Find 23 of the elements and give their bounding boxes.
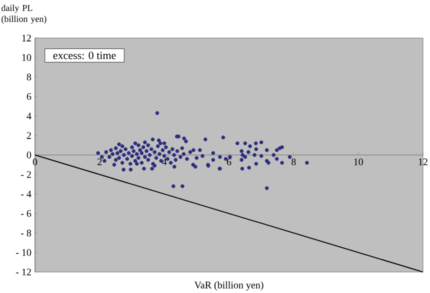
y-tick-label: 0 bbox=[26, 152, 32, 158]
y-tick-label: 4 bbox=[26, 112, 32, 120]
y-tick-label: - 6 bbox=[21, 210, 32, 217]
y-tick-label: - 8 bbox=[21, 230, 32, 236]
x-tick-label: 0 bbox=[32, 158, 38, 166]
y-tick-label: - 12 bbox=[16, 268, 31, 276]
x-tick-label: 4 bbox=[162, 158, 167, 166]
x-tick-label: 6 bbox=[226, 158, 232, 166]
y-tick-label: 2 bbox=[26, 132, 31, 139]
y-tick-label: 10 bbox=[22, 54, 32, 61]
y-tick-label: 6 bbox=[26, 93, 32, 100]
y-tick-label: - 4 bbox=[21, 190, 32, 198]
x-tick-label: 8 bbox=[292, 158, 296, 166]
annotation: excess: 0 time bbox=[53, 52, 116, 60]
y-tick-label: - 2 bbox=[21, 171, 31, 178]
y-axis-title: daily PL (billion yen) bbox=[2, 4, 46, 24]
x-tick-label: 2 bbox=[98, 158, 102, 166]
x-tick-label: 10 bbox=[354, 158, 363, 166]
x-tick-label: 12 bbox=[418, 158, 428, 166]
x-axis-title: VaR (billion yen) bbox=[194, 281, 264, 290]
y-tick-label: 12 bbox=[22, 34, 31, 42]
y-tick-label: - 10 bbox=[16, 249, 32, 256]
y-tick-label: 8 bbox=[26, 74, 32, 80]
